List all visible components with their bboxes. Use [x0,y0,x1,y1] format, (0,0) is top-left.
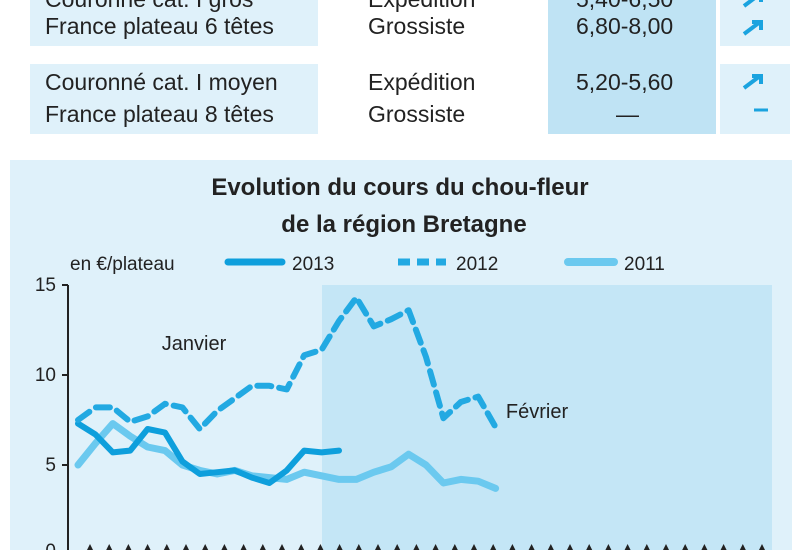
plot-area-fevrier [322,285,772,550]
table-row: Couronné cat. I moyen France plateau 8 t… [0,64,800,134]
x-axis-tick [739,544,746,550]
product-format: France plateau 6 têtes [45,13,274,39]
price-value: 5,20-5,60 [576,69,674,95]
price-value: 5,40-6,50 [576,0,673,15]
x-axis-tick [586,544,593,550]
x-axis-tick [720,544,727,550]
x-axis-tick [394,544,401,550]
x-axis-tick [490,544,497,550]
table-row: Couronné cat. I gros France plateau 6 tê… [0,0,800,64]
x-axis-tick [567,544,573,550]
x-axis-tick [240,544,247,550]
series-line-2011 [74,420,500,492]
trend-stable-icon [754,108,768,112]
month-label-fevrier: Février [506,401,569,423]
table-column-price-bg [548,0,716,134]
row-bg [30,64,318,134]
series-layer [74,294,500,492]
x-axis-tick [163,544,170,550]
x-axis-tick [547,544,554,550]
series-line-2013 [75,420,342,486]
plot-area-janvier [68,285,322,550]
product-name: Couronné cat. I gros [45,0,253,15]
y-tick-label: 10 [35,365,56,386]
x-axis-tick [279,544,285,550]
y-tick-label: 5 [45,455,56,476]
x-axis-tick [375,544,381,550]
market-type: Grossiste [368,13,466,39]
chart-title: Evolution du cours du chou-fleur [211,174,588,201]
x-axis-tick [202,544,209,550]
x-axis-tick [509,544,516,550]
legend-label-2013: 2013 [292,254,334,275]
x-axis-tick [701,544,708,550]
series-line-2012 [75,294,499,432]
x-axis-tick [355,544,362,550]
x-axis-tick [643,544,650,550]
x-axis-tick [259,544,266,550]
price-value: — [616,101,639,127]
market-type: Expédition [368,69,476,95]
row-bg [30,0,318,46]
trend-up-icon [742,20,763,36]
x-axis-tick [298,544,305,550]
x-axis-tick [624,544,631,550]
market-type: Expédition [368,0,475,15]
x-axis-tick [471,544,477,550]
x-axis-tick [682,544,689,550]
x-axis-tick [413,544,420,550]
x-axis-tick [336,544,343,550]
price-table: Couronné cat. I gros France plateau 6 tê… [0,0,800,140]
x-axis-tick [317,544,324,550]
x-axis-tick [221,544,228,550]
x-axis-tick [759,544,765,550]
x-ticks [87,544,765,550]
product-format: France plateau 8 têtes [45,101,274,127]
chart-subtitle: de la région Bretagne [281,211,526,238]
x-axis-tick [605,544,612,550]
y-tick-label: 15 [35,275,56,296]
x-axis-tick [106,544,113,550]
x-axis-tick [87,544,93,550]
x-axis-tick [183,544,189,550]
market-type: Grossiste [368,101,466,127]
legend-label-2012: 2012 [456,254,498,275]
product-name: Couronné cat. I moyen [45,69,278,95]
trend-up-icon [742,0,763,8]
price-value: 6,80-8,00 [576,13,674,39]
x-axis-tick [451,544,458,550]
trend-up-icon [742,74,763,90]
x-axis-tick [125,544,132,550]
month-label-janvier: Janvier [162,333,227,355]
x-axis-tick [144,544,151,550]
x-axis-tick [528,544,535,550]
legend-label-2011: 2011 [624,254,665,275]
y-tick-label: 0 [45,541,56,550]
unit-label: en €/plateau [70,254,175,275]
x-axis-tick [663,544,669,550]
x-axis-tick [432,544,439,550]
